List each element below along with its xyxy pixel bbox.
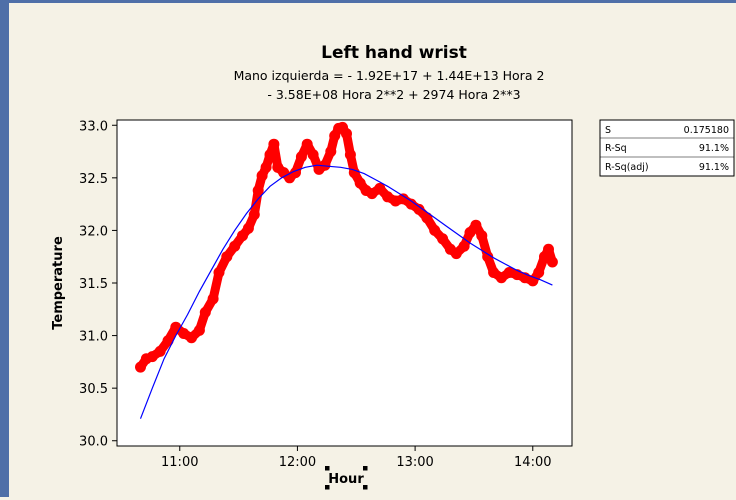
plot-area bbox=[116, 119, 573, 447]
observed-point bbox=[437, 233, 449, 245]
observed-point bbox=[307, 149, 319, 161]
observed-point bbox=[199, 306, 211, 318]
observed-point bbox=[252, 185, 264, 196]
y-tick-label: 31.5 bbox=[79, 277, 108, 292]
chart-title: Left hand wrist bbox=[321, 43, 467, 63]
stats-label-rsq: R-Sq bbox=[605, 143, 627, 154]
observed-point bbox=[464, 227, 476, 238]
observed-point bbox=[248, 209, 260, 221]
selection-handle-tr bbox=[363, 466, 368, 471]
observed-point bbox=[242, 222, 254, 234]
observed-point bbox=[533, 267, 545, 278]
observed-point bbox=[146, 351, 158, 363]
observed-point bbox=[221, 251, 233, 263]
observed-point bbox=[229, 240, 241, 252]
observed-point bbox=[543, 243, 554, 255]
observed-point bbox=[366, 188, 378, 200]
observed-point bbox=[154, 345, 166, 357]
fitted-series bbox=[139, 164, 553, 419]
observed-point bbox=[319, 159, 331, 171]
stats-value-rsq-adj: 91.1% bbox=[699, 162, 729, 173]
fitted-line-plot: Left hand wrist Mano izquierda = - 1.92E… bbox=[51, 43, 735, 490]
observed-point bbox=[213, 267, 225, 278]
y-tick-label: 30.0 bbox=[79, 435, 108, 450]
observed-point bbox=[458, 240, 470, 252]
selection-handle-bl bbox=[325, 485, 330, 490]
x-axis-title: Hour bbox=[328, 472, 364, 487]
y-tick-label: 32.5 bbox=[79, 172, 108, 187]
observed-point bbox=[476, 230, 488, 242]
x-tick-label: 14:00 bbox=[514, 455, 551, 470]
observed-point bbox=[193, 324, 205, 336]
observed-point bbox=[374, 182, 386, 194]
observed-point bbox=[186, 332, 197, 344]
stats-label-s: S bbox=[605, 125, 611, 136]
y-tick-label: 30.5 bbox=[79, 382, 108, 397]
observed-point bbox=[237, 230, 248, 242]
observed-point bbox=[450, 248, 462, 260]
observed-point bbox=[470, 219, 482, 231]
observed-point bbox=[482, 251, 494, 263]
x-tick-label: 11:00 bbox=[161, 455, 198, 470]
observed-point bbox=[488, 267, 500, 278]
observed-point bbox=[341, 128, 352, 140]
stats-value-s: 0.175180 bbox=[684, 125, 729, 136]
observed-point bbox=[344, 149, 356, 161]
y-tick-label: 31.0 bbox=[79, 330, 108, 345]
stats-value-rsq: 91.1% bbox=[699, 143, 729, 154]
x-axis-title-selection[interactable]: Hour bbox=[325, 466, 368, 490]
x-tick-label: 12:00 bbox=[279, 455, 316, 470]
observed-point bbox=[162, 335, 174, 347]
observed-point bbox=[421, 212, 433, 224]
regression-equation-line-2: - 3.58E+08 Hora 2**2 + 2974 Hora 2**3 bbox=[267, 87, 520, 102]
stats-label-rsq-adj: R-Sq(adj) bbox=[605, 162, 649, 173]
observed-point bbox=[295, 151, 307, 163]
selection-handle-tl bbox=[325, 466, 330, 471]
observed-point bbox=[268, 138, 280, 150]
stats-table: S 0.175180 R-Sq 91.1% R-Sq(adj) 91.1% bbox=[599, 119, 735, 177]
y-tick-label: 32.0 bbox=[79, 224, 108, 239]
observed-point bbox=[264, 149, 276, 161]
observed-point bbox=[495, 272, 507, 284]
observed-point bbox=[301, 138, 313, 150]
observed-point bbox=[354, 177, 366, 189]
regression-equation-line-1: Mano izquierda = - 1.92E+17 + 1.44E+13 H… bbox=[234, 68, 545, 83]
y-axis-title: Temperature bbox=[51, 236, 66, 330]
x-tick-label: 13:00 bbox=[396, 455, 433, 470]
observed-point bbox=[256, 170, 268, 182]
x-axis: 11:00 12:00 13:00 14:00 bbox=[161, 446, 552, 470]
observed-point bbox=[546, 256, 558, 268]
stats-table-frame bbox=[599, 119, 735, 177]
y-axis: 30.0 30.5 31.0 31.5 32.0 32.5 33.0 bbox=[79, 119, 117, 450]
selection-handle-br bbox=[363, 485, 368, 490]
y-tick-label: 33.0 bbox=[79, 119, 108, 134]
observed-series bbox=[135, 121, 558, 373]
observed-point bbox=[413, 203, 425, 215]
observed-point bbox=[429, 224, 441, 236]
observed-point bbox=[207, 293, 219, 305]
observed-point bbox=[135, 361, 146, 373]
observed-point bbox=[325, 146, 337, 157]
observed-point bbox=[260, 161, 272, 173]
observed-point bbox=[405, 198, 417, 210]
fitted-line bbox=[139, 164, 553, 419]
observed-point bbox=[397, 193, 409, 205]
